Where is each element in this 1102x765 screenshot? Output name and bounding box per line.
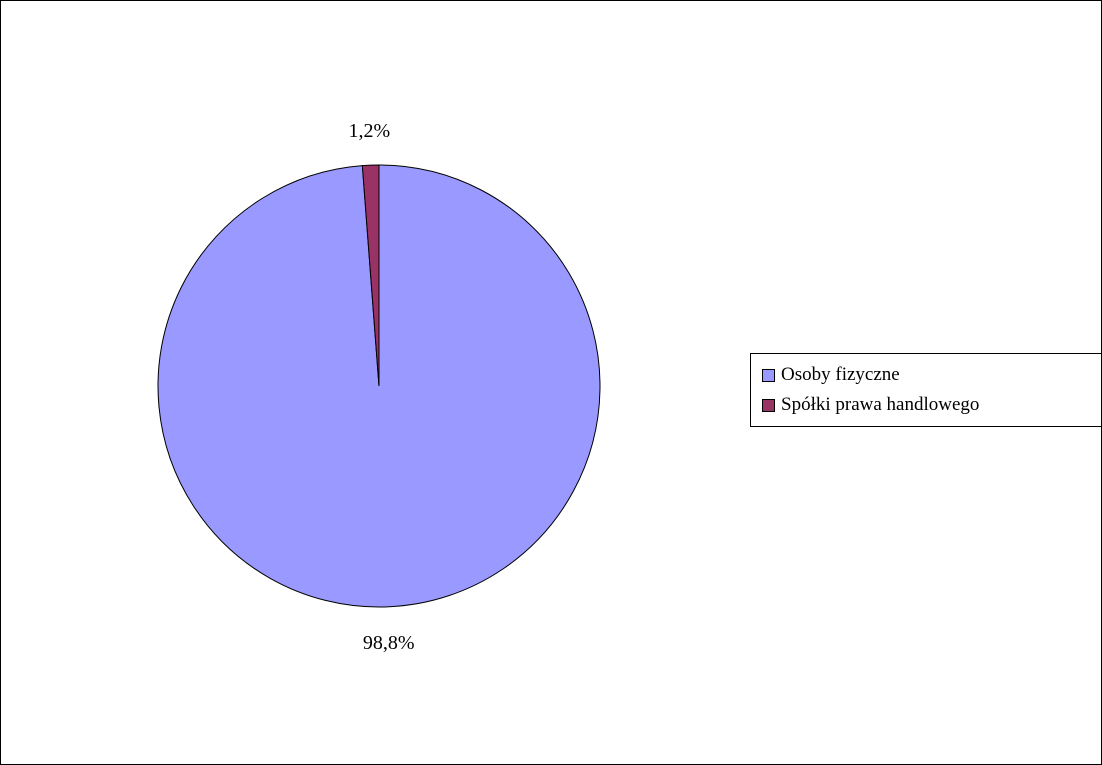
data-label-spolki-prawa-handlowego: 1,2% xyxy=(349,120,391,142)
legend-swatch-spolki-prawa-handlowego xyxy=(762,398,775,412)
legend-item-osoby-fizyczne: Osoby fizyczne xyxy=(751,360,1101,390)
legend-label-spolki-prawa-handlowego: Spółki prawa handlowego xyxy=(781,394,980,415)
data-label-osoby-fizyczne: 98,8% xyxy=(363,632,415,654)
pie-slice-spolki-prawa-handlowego xyxy=(361,164,380,387)
pie-data-labels: 98,8% 1,2% xyxy=(349,120,415,654)
chart-legend: Osoby fizyczne Spółki prawa handlowego xyxy=(750,353,1101,427)
legend-item-spolki-prawa-handlowego: Spółki prawa handlowego xyxy=(751,390,1101,420)
pie-slices xyxy=(157,164,601,608)
legend-label-osoby-fizyczne: Osoby fizyczne xyxy=(781,364,900,385)
legend-swatch-osoby-fizyczne xyxy=(762,368,775,382)
